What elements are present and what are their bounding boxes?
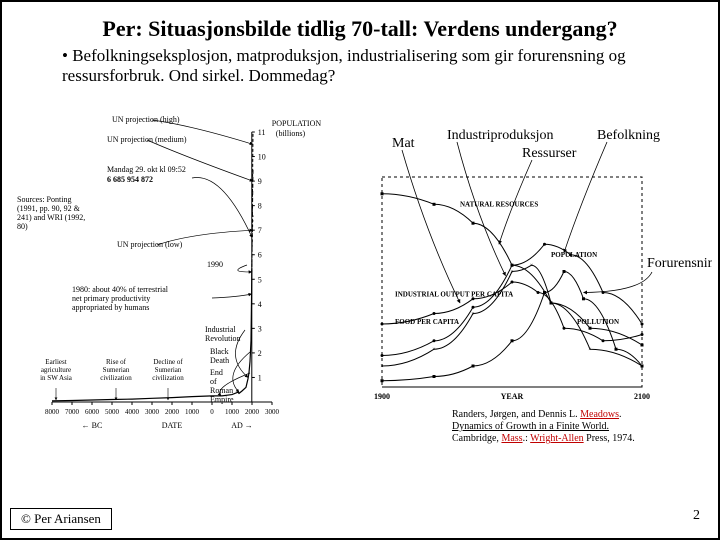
svg-text:1000: 1000 xyxy=(185,408,200,416)
svg-text:INDUSTRIAL OUTPUT PER CAPITA: INDUSTRIAL OUTPUT PER CAPITA xyxy=(395,291,513,299)
svg-text:NATURAL RESOURCES: NATURAL RESOURCES xyxy=(460,200,538,208)
svg-text:6: 6 xyxy=(258,251,262,260)
svg-text:Befolkning: Befolkning xyxy=(597,128,660,143)
svg-text:(billions): (billions) xyxy=(276,129,306,138)
svg-text:Black: Black xyxy=(210,347,229,356)
svg-text:×: × xyxy=(530,263,533,269)
svg-text:AD →: AD → xyxy=(231,421,253,430)
svg-text:Industriproduksjon: Industriproduksjon xyxy=(447,128,554,143)
svg-text:×: × xyxy=(588,347,591,353)
svg-text:6000: 6000 xyxy=(85,408,100,416)
svg-text:POPULATION: POPULATION xyxy=(272,119,322,128)
svg-text:UN projection (low): UN projection (low) xyxy=(117,240,183,249)
svg-text:Sumerian: Sumerian xyxy=(155,366,182,374)
svg-text:Death: Death xyxy=(210,356,229,365)
svg-text:← BC: ← BC xyxy=(82,421,103,430)
svg-text:POPULATION: POPULATION xyxy=(551,251,597,259)
svg-text:×: × xyxy=(380,364,383,370)
svg-text:3: 3 xyxy=(258,324,262,333)
svg-text:UN projection (medium): UN projection (medium) xyxy=(107,135,187,144)
svg-text:Sources: Ponting: Sources: Ponting xyxy=(17,195,71,204)
svg-text:Decline of: Decline of xyxy=(153,358,183,366)
svg-text:agriculture: agriculture xyxy=(41,366,71,374)
svg-text:80): 80) xyxy=(17,222,28,231)
svg-text:DATE: DATE xyxy=(162,421,183,430)
svg-text:YEAR: YEAR xyxy=(501,392,524,401)
bullet-text: Befolkningseksplosjon, matproduksjon, in… xyxy=(62,46,658,86)
page-number: 2 xyxy=(693,508,700,524)
svg-text:Industrial: Industrial xyxy=(205,325,236,334)
svg-text:civilization: civilization xyxy=(152,374,184,382)
svg-text:×: × xyxy=(510,270,513,276)
svg-text:FOOD PER CAPITA: FOOD PER CAPITA xyxy=(395,318,459,326)
svg-text:POLLUTION: POLLUTION xyxy=(577,318,619,326)
svg-text:Rise of: Rise of xyxy=(106,358,127,366)
svg-text:1: 1 xyxy=(258,373,262,382)
svg-text:1990: 1990 xyxy=(207,260,223,269)
svg-text:×: × xyxy=(471,312,474,318)
svg-text:2100: 2100 xyxy=(634,392,650,401)
svg-text:Dynamics of Growth in a Finite: Dynamics of Growth in a Finite World. xyxy=(452,421,609,432)
svg-text:1980: about 40% of terrestrial: 1980: about 40% of terrestrial xyxy=(72,285,169,294)
svg-text:6 685 954 872: 6 685 954 872 xyxy=(107,175,153,184)
svg-text:of: of xyxy=(210,377,217,386)
svg-text:End: End xyxy=(210,368,223,377)
svg-text:5000: 5000 xyxy=(105,408,120,416)
svg-text:11: 11 xyxy=(258,128,266,137)
svg-text:Mat: Mat xyxy=(392,136,415,151)
copyright-box: © Per Ariansen xyxy=(10,508,112,530)
svg-text:241) and WRI (1992,: 241) and WRI (1992, xyxy=(17,213,85,222)
svg-text:8: 8 xyxy=(258,202,262,211)
svg-text:2: 2 xyxy=(258,349,262,358)
svg-text:10: 10 xyxy=(258,153,266,162)
svg-text:1900: 1900 xyxy=(374,392,390,401)
svg-text:Ressurser: Ressurser xyxy=(522,146,577,161)
svg-text:net primary productivity: net primary productivity xyxy=(72,294,150,303)
svg-text:Revolution: Revolution xyxy=(205,334,241,343)
svg-text:appropriated by humans: appropriated by humans xyxy=(72,303,149,312)
svg-text:2000: 2000 xyxy=(165,408,180,416)
svg-text:2000: 2000 xyxy=(245,408,260,416)
svg-text:civilization: civilization xyxy=(100,374,132,382)
svg-text:Earliest: Earliest xyxy=(45,358,66,366)
svg-text:3000: 3000 xyxy=(145,408,160,416)
svg-text:Mandag 29. okt kl 09:52: Mandag 29. okt kl 09:52 xyxy=(107,165,186,174)
svg-text:4000: 4000 xyxy=(125,408,140,416)
limits-to-growth-chart: 19002100YEAR××××××××NATURAL RESOURCESPOP… xyxy=(362,117,712,462)
svg-text:1000: 1000 xyxy=(225,408,240,416)
svg-text:3000: 3000 xyxy=(265,408,280,416)
svg-text:7: 7 xyxy=(258,226,262,235)
svg-text:5: 5 xyxy=(258,275,262,284)
svg-text:9: 9 xyxy=(258,177,262,186)
svg-text:Randers, Jørgen, and Dennis L.: Randers, Jørgen, and Dennis L. Meadows. xyxy=(452,409,622,420)
svg-text:8000: 8000 xyxy=(45,408,60,416)
svg-text:7000: 7000 xyxy=(65,408,80,416)
svg-text:(1991, pp. 90, 92 &: (1991, pp. 90, 92 & xyxy=(17,204,81,213)
svg-text:4: 4 xyxy=(258,300,262,309)
svg-text:Forurensning: Forurensning xyxy=(647,256,712,271)
svg-text:Roman: Roman xyxy=(210,386,233,395)
svg-text:×: × xyxy=(432,347,435,353)
population-history-chart: 1 2 3 4 5 6 7 8 9 10 11 POPULATION(billions) 8000 700… xyxy=(12,102,352,462)
svg-text:in SW Asia: in SW Asia xyxy=(40,374,73,382)
svg-text:Empire: Empire xyxy=(210,395,234,404)
svg-text:Sumerian: Sumerian xyxy=(103,366,130,374)
svg-text:Cambridge, Mass.: Wright-Allen: Cambridge, Mass.: Wright-Allen Press, 19… xyxy=(452,433,635,444)
svg-text:0: 0 xyxy=(210,408,214,416)
slide-title: Per: Situasjonsbilde tidlig 70-tall: Ver… xyxy=(2,16,718,42)
